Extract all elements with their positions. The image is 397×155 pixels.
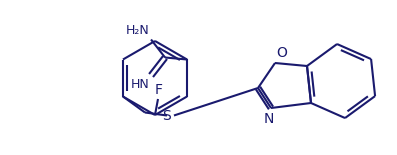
Text: N: N [264, 112, 274, 126]
Text: HN: HN [130, 78, 149, 91]
Text: H₂N: H₂N [125, 24, 149, 38]
Text: O: O [276, 46, 287, 60]
Text: F: F [155, 83, 163, 97]
Text: S: S [163, 109, 172, 124]
